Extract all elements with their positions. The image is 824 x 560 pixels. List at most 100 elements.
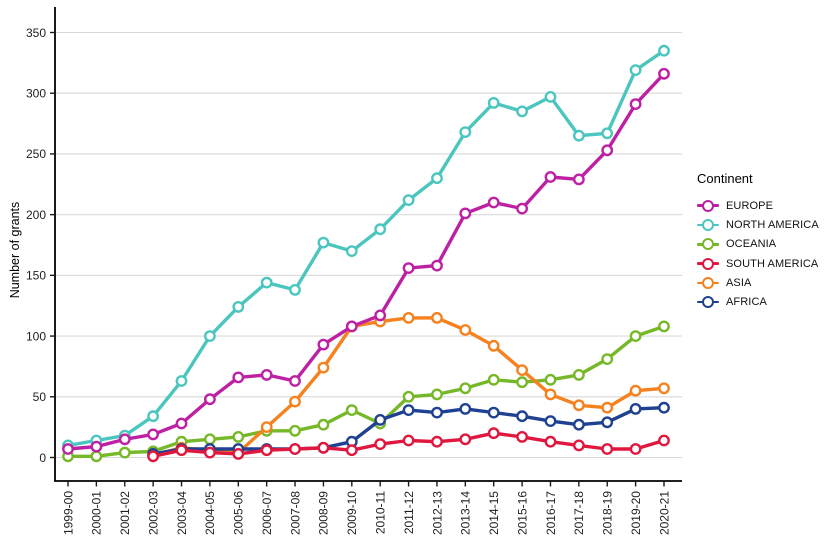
data-point-europe-1999-00: [62, 443, 74, 455]
x-tick-label-2009-10: 2009-10: [345, 491, 359, 535]
data-point-europe-2017-18: [573, 173, 585, 186]
y-tick-label-100: 100: [26, 329, 46, 343]
x-tick-label-2013-14: 2013-14: [459, 491, 473, 535]
data-point-north-america-2008-09: [317, 236, 330, 249]
legend-key-icon-asia: [697, 275, 719, 290]
legend-key-icon-south-america: [697, 256, 719, 271]
data-point-oceania-2011-12: [402, 390, 415, 403]
x-tick-label-2014-15: 2014-15: [487, 491, 501, 535]
legend-item-label: NORTH AMERICA: [726, 218, 819, 231]
x-tick-label-2007-08: 2007-08: [288, 491, 302, 535]
data-point-north-america-2007-08: [289, 283, 301, 296]
data-point-oceania-2017-18: [573, 368, 585, 381]
data-point-oceania-2013-14: [459, 382, 472, 395]
x-tick-label-2002-03: 2002-03: [146, 491, 160, 535]
legend-item-label: EUROPE: [726, 199, 774, 212]
data-point-asia-2006-07: [260, 421, 273, 433]
data-point-north-america-2015-16: [516, 105, 528, 118]
data-point-south-america-2019-20: [629, 443, 642, 455]
x-tick-label-2010-11: 2010-11: [374, 491, 388, 534]
data-point-north-america-2012-13: [431, 172, 443, 185]
x-tick-label-2000-01: 2000-01: [90, 491, 104, 535]
data-point-europe-2010-11: [374, 309, 387, 322]
data-point-oceania-2016-17: [544, 373, 557, 386]
data-point-north-america-2006-07: [260, 276, 273, 289]
data-point-asia-2020-21: [658, 382, 670, 395]
data-point-south-america-2014-15: [487, 427, 500, 440]
data-point-africa-2019-20: [629, 402, 642, 415]
x-tick-label-2016-17: 2016-17: [544, 491, 558, 535]
data-point-europe-2005-06: [232, 371, 245, 384]
data-point-oceania-2019-20: [629, 330, 642, 342]
x-tick-label-2004-05: 2004-05: [203, 491, 217, 535]
data-point-europe-2014-15: [487, 196, 500, 209]
data-point-oceania-2007-08: [289, 424, 301, 437]
data-point-south-america-2003-04: [175, 444, 188, 457]
data-point-europe-2013-14: [459, 207, 472, 220]
data-point-oceania-2001-02: [118, 446, 131, 459]
data-point-asia-2017-18: [573, 399, 585, 412]
y-axis-title: Number of grants: [8, 201, 22, 299]
data-point-europe-2009-10: [345, 320, 358, 333]
data-point-north-america-2016-17: [544, 91, 557, 103]
data-point-asia-2012-13: [431, 311, 443, 324]
legend-item-asia: ASIA: [697, 273, 824, 292]
data-point-africa-2016-17: [544, 415, 557, 427]
data-point-oceania-2015-16: [516, 376, 528, 389]
data-point-south-america-2013-14: [459, 433, 472, 446]
x-tick-label-2012-13: 2012-13: [430, 491, 444, 535]
data-point-south-america-2008-09: [317, 441, 330, 454]
legend-key-icon-oceania: [697, 237, 719, 252]
data-point-north-america-2017-18: [573, 129, 585, 142]
data-point-europe-2007-08: [289, 375, 301, 387]
data-point-south-america-2009-10: [345, 444, 358, 457]
legend-item-label: OCEANIA: [726, 238, 777, 251]
data-point-asia-2013-14: [459, 324, 472, 336]
x-tick-label-2018-19: 2018-19: [601, 491, 615, 535]
data-point-europe-2011-12: [402, 262, 415, 274]
y-tick-label-200: 200: [26, 208, 46, 222]
data-point-asia-2016-17: [544, 388, 557, 401]
series-line-asia: [151, 316, 666, 457]
data-point-europe-2018-19: [601, 144, 614, 157]
data-point-europe-2001-02: [118, 433, 131, 446]
data-point-europe-2019-20: [629, 98, 642, 111]
data-point-south-america-2007-08: [289, 443, 301, 455]
data-point-asia-2014-15: [487, 339, 500, 352]
data-point-south-america-2002-03: [147, 450, 160, 463]
data-point-africa-2011-12: [402, 404, 415, 416]
data-point-africa-2014-15: [487, 406, 500, 419]
data-point-south-america-2005-06: [232, 447, 245, 460]
legend: Continent EUROPE NORTH AMERICA OCEANIA SOUT…: [697, 171, 824, 312]
x-tick-label-2006-07: 2006-07: [260, 491, 274, 535]
data-point-africa-2010-11: [374, 413, 387, 426]
data-point-north-america-2010-11: [374, 223, 387, 236]
data-point-north-america-2018-19: [601, 127, 614, 140]
data-point-south-america-2006-07: [260, 444, 273, 457]
legend-item-europe: EUROPE: [697, 196, 824, 215]
legend-item-label: SOUTH AMERICA: [726, 257, 819, 270]
data-point-asia-2018-19: [601, 401, 614, 414]
data-point-north-america-2013-14: [459, 126, 472, 139]
data-point-oceania-2012-13: [431, 388, 443, 401]
legend-item-oceania: OCEANIA: [697, 235, 824, 254]
data-point-north-america-2004-05: [203, 330, 216, 342]
legend-item-south-america: SOUTH AMERICA: [697, 254, 824, 273]
x-tick-label-2011-12: 2011-12: [402, 491, 416, 534]
data-point-asia-2008-09: [317, 361, 330, 374]
data-point-south-america-2004-05: [203, 446, 216, 459]
data-point-europe-2016-17: [544, 171, 557, 183]
data-point-africa-2017-18: [573, 418, 585, 431]
data-point-africa-2015-16: [516, 410, 528, 423]
legend-key-circle: [702, 257, 714, 270]
y-tick-label-250: 250: [26, 147, 46, 161]
data-point-europe-2003-04: [175, 417, 188, 430]
y-tick-label-50: 50: [33, 390, 47, 404]
data-point-south-america-2015-16: [516, 430, 528, 443]
legend-item-label: ASIA: [726, 276, 752, 289]
data-point-south-america-2017-18: [573, 439, 585, 452]
legend-key-circle: [702, 276, 714, 289]
data-point-oceania-2009-10: [345, 404, 358, 416]
data-point-europe-2012-13: [431, 259, 443, 272]
